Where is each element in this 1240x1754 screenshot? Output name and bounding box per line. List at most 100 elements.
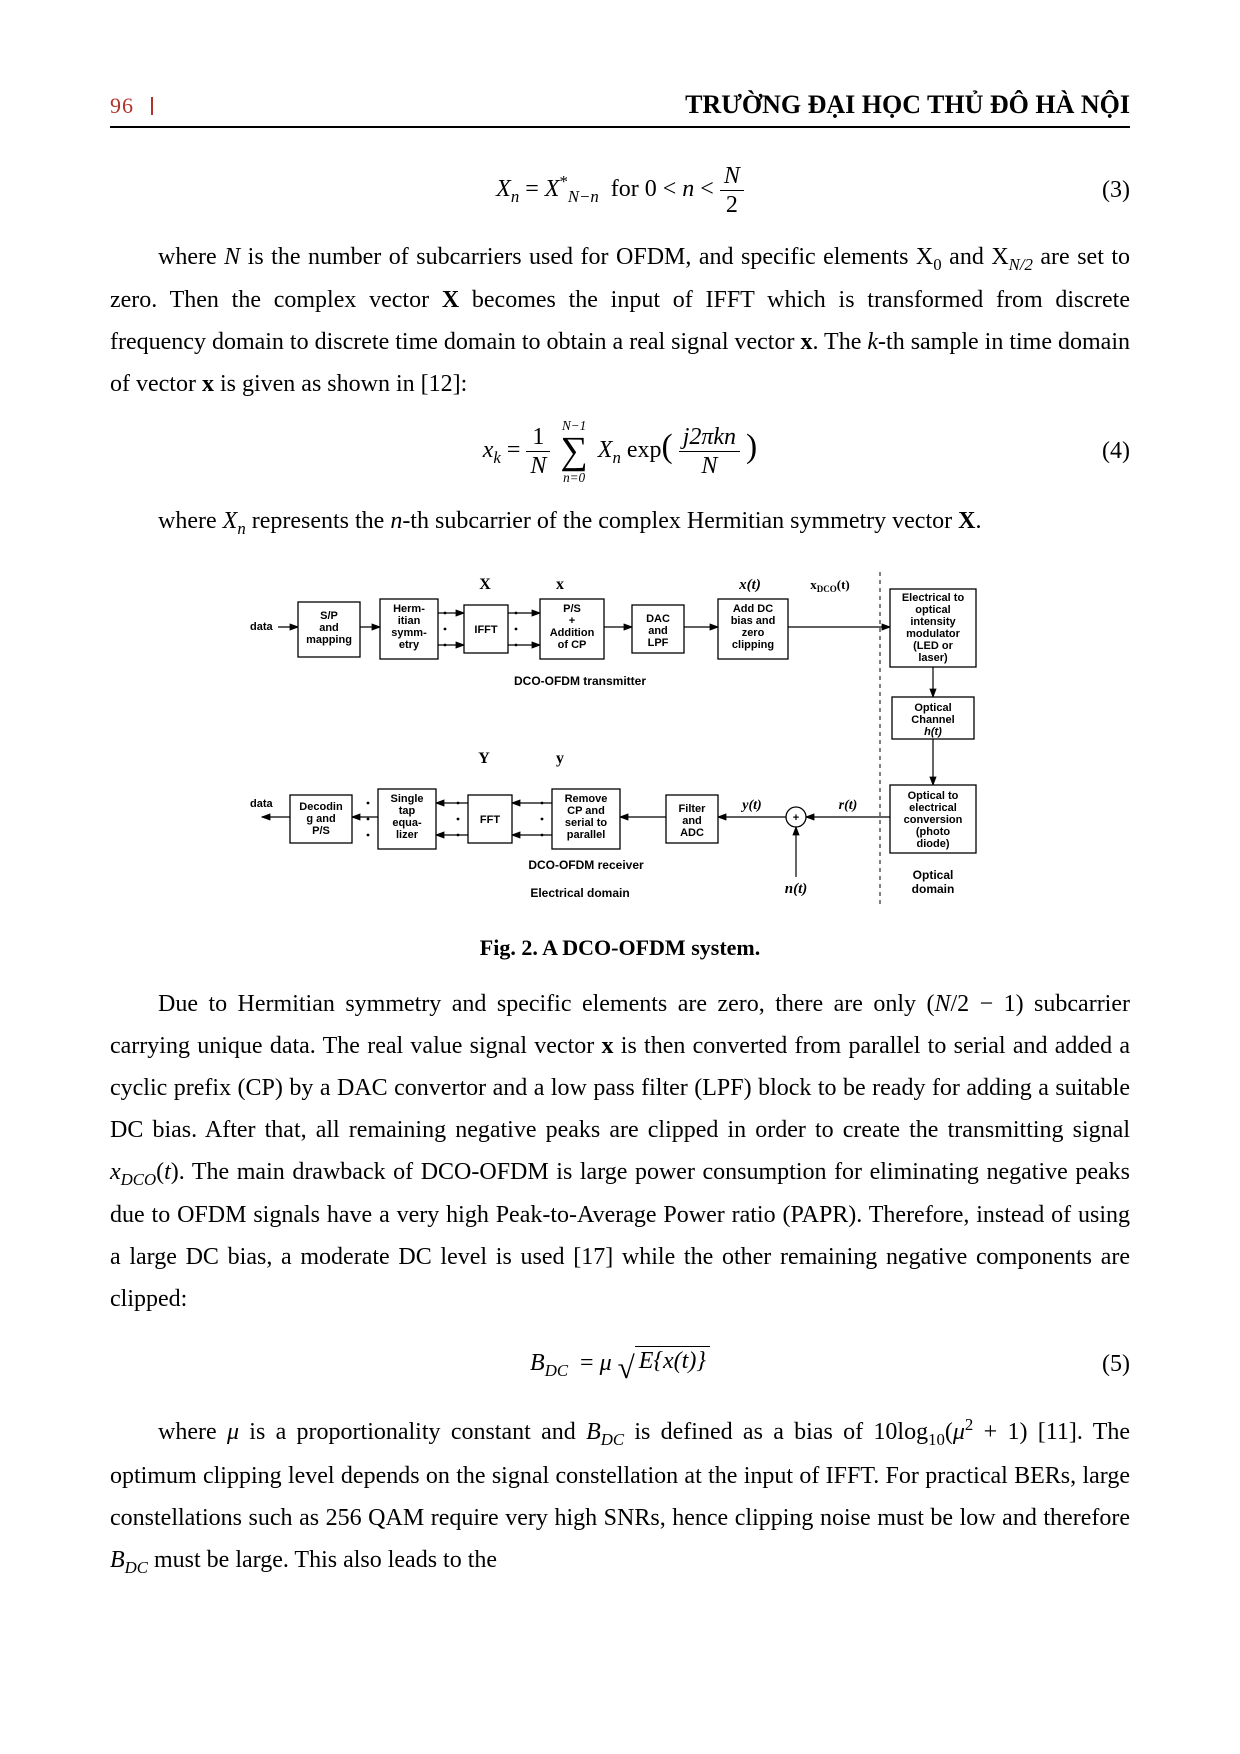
- svg-text:etry: etry: [399, 639, 420, 651]
- p3-t1: Due to Hermitian symmetry and specific e…: [158, 991, 934, 1017]
- page: 96 TRƯỜNG ĐẠI HỌC THỦ ĐÔ HÀ NỘI Xn = X*N…: [0, 0, 1240, 1754]
- svg-text:g and: g and: [306, 813, 335, 825]
- svg-text:clipping: clipping: [732, 639, 774, 651]
- p1-Xb: X: [442, 287, 459, 313]
- p4-Bdcsub: DC: [601, 1430, 624, 1449]
- p3-xdco: x: [110, 1159, 121, 1185]
- header-bar-icon: [151, 97, 153, 115]
- svg-text:P/S: P/S: [563, 603, 581, 615]
- svg-text:Optical to: Optical to: [908, 790, 959, 802]
- svg-text:ADC: ADC: [680, 827, 704, 839]
- equation-5-number: (5): [1102, 1351, 1130, 1378]
- svg-text:mapping: mapping: [306, 634, 352, 646]
- p4-t2: is a proportionality constant and: [239, 1419, 586, 1445]
- svg-text:+: +: [569, 615, 575, 627]
- university-title: TRƯỜNG ĐẠI HỌC THỦ ĐÔ HÀ NỘI: [685, 90, 1130, 120]
- p3-t4: ). The main drawback of DCO-OFDM is larg…: [110, 1159, 1130, 1312]
- svg-text:+: +: [793, 812, 799, 824]
- svg-text:diode): diode): [917, 838, 950, 850]
- svg-text:h(t): h(t): [924, 726, 942, 738]
- p2-subn: n: [237, 519, 245, 538]
- svg-text:laser): laser): [918, 652, 948, 664]
- svg-text:parallel: parallel: [567, 829, 606, 841]
- p3-xdcosub: DCO: [121, 1170, 156, 1189]
- lbl-Yb: Y: [478, 750, 490, 767]
- paragraph-1: where N is the number of subcarriers use…: [110, 236, 1130, 405]
- p2-Xb: X: [958, 508, 975, 534]
- svg-text:optical: optical: [915, 604, 950, 616]
- svg-text:intensity: intensity: [910, 616, 956, 628]
- p2-t1: represents the: [246, 508, 391, 534]
- svg-text:Remove: Remove: [565, 793, 608, 805]
- p3-tvar: t: [164, 1159, 171, 1185]
- lbl-Xb: X: [479, 576, 491, 593]
- lbl-rt: r(t): [839, 798, 858, 813]
- svg-text:LPF: LPF: [648, 637, 669, 649]
- svg-text:Optical: Optical: [914, 702, 951, 714]
- equation-4: xk = 1N N−1∑n=0 Xn exp( j2πknN ) (4): [110, 419, 1130, 484]
- svg-text:and: and: [682, 815, 702, 827]
- equation-4-number: (4): [1102, 438, 1130, 465]
- p4-mu2: μ: [953, 1419, 965, 1445]
- rx-title: DCO-OFDM receiver: [528, 858, 644, 872]
- svg-text:FFT: FFT: [480, 814, 500, 826]
- p1-xb2: x: [202, 371, 214, 397]
- svg-text:itian: itian: [398, 615, 421, 627]
- svg-text:(LED or: (LED or: [913, 640, 953, 652]
- figure-2-caption: Fig. 2. A DCO-OFDM system.: [110, 935, 1130, 961]
- svg-text:serial to: serial to: [565, 817, 607, 829]
- p4-Bdc: B: [586, 1419, 601, 1445]
- tx-data-label: data: [250, 621, 274, 633]
- tx-title: DCO-OFDM transmitter: [514, 674, 646, 688]
- p4-t6: must be large. This also leads to the: [148, 1547, 497, 1573]
- svg-text:Optical: Optical: [913, 868, 954, 882]
- lbl-xt: x(t): [738, 577, 761, 593]
- p4-mu: μ: [227, 1419, 239, 1445]
- p2-n: n: [390, 508, 402, 534]
- p2-Xn: X: [223, 508, 238, 534]
- p1-k: k: [867, 329, 878, 355]
- svg-text:conversion: conversion: [904, 814, 963, 826]
- svg-text:Addition: Addition: [550, 627, 595, 639]
- svg-text:tap: tap: [399, 805, 416, 817]
- p4-Bdc2: B: [110, 1547, 125, 1573]
- p1-t7: is given as shown in [12]:: [214, 371, 467, 397]
- svg-text:Filter: Filter: [679, 803, 707, 815]
- figure-2-diagram: X x x(t) xDCO(t) data S/P and mapping He…: [110, 567, 1130, 917]
- page-number-text: 96: [110, 93, 134, 118]
- paragraph-3: Due to Hermitian symmetry and specific e…: [110, 983, 1130, 1320]
- rx-data-label: data: [250, 798, 274, 810]
- svg-text:Single: Single: [390, 793, 423, 805]
- svg-text:and: and: [319, 622, 339, 634]
- equation-3: Xn = X*N−n for 0 < n < N2 (3): [110, 160, 1130, 220]
- eq5-DC: DC: [545, 1361, 568, 1380]
- svg-text:(photo: (photo: [916, 826, 950, 838]
- lbl-xdco: xDCO(t): [810, 577, 850, 594]
- p2-t3: .: [975, 508, 981, 534]
- eq5-B: B: [530, 1350, 545, 1376]
- dco-ofdm-diagram-svg: X x x(t) xDCO(t) data S/P and mapping He…: [240, 567, 1000, 917]
- equation-3-body: Xn = X*N−n for 0 < n < N2: [496, 164, 744, 217]
- p1-t5: . The: [812, 329, 867, 355]
- p2-t2: -th subcarrier of the complex Hermitian …: [402, 508, 958, 534]
- lbl-xb: x: [556, 576, 564, 593]
- p1-t0: where: [158, 244, 224, 270]
- svg-text:symm-: symm-: [391, 627, 427, 639]
- p1-N: N: [224, 244, 240, 270]
- svg-text:S/P: S/P: [320, 610, 338, 622]
- p4-t4: (: [945, 1419, 953, 1445]
- svg-text:of CP: of CP: [558, 639, 587, 651]
- svg-text:DAC: DAC: [646, 613, 670, 625]
- p2-t0: where: [158, 508, 223, 534]
- equation-4-body: xk = 1N N−1∑n=0 Xn exp( j2πknN ): [483, 419, 757, 484]
- equation-3-number: (3): [1102, 177, 1130, 204]
- p1-subN2: N/2: [1009, 255, 1033, 274]
- sqrt-icon: √E{x(t)}: [618, 1346, 710, 1383]
- page-number: 96: [110, 93, 153, 119]
- p4-sub10: 10: [928, 1430, 945, 1449]
- svg-text:CP and: CP and: [567, 805, 605, 817]
- p3-t3: (: [156, 1159, 164, 1185]
- lbl-nt: n(t): [785, 881, 808, 897]
- equation-5: BDC = μ √E{x(t)} (5): [110, 1334, 1130, 1394]
- svg-text:Herm-: Herm-: [393, 603, 425, 615]
